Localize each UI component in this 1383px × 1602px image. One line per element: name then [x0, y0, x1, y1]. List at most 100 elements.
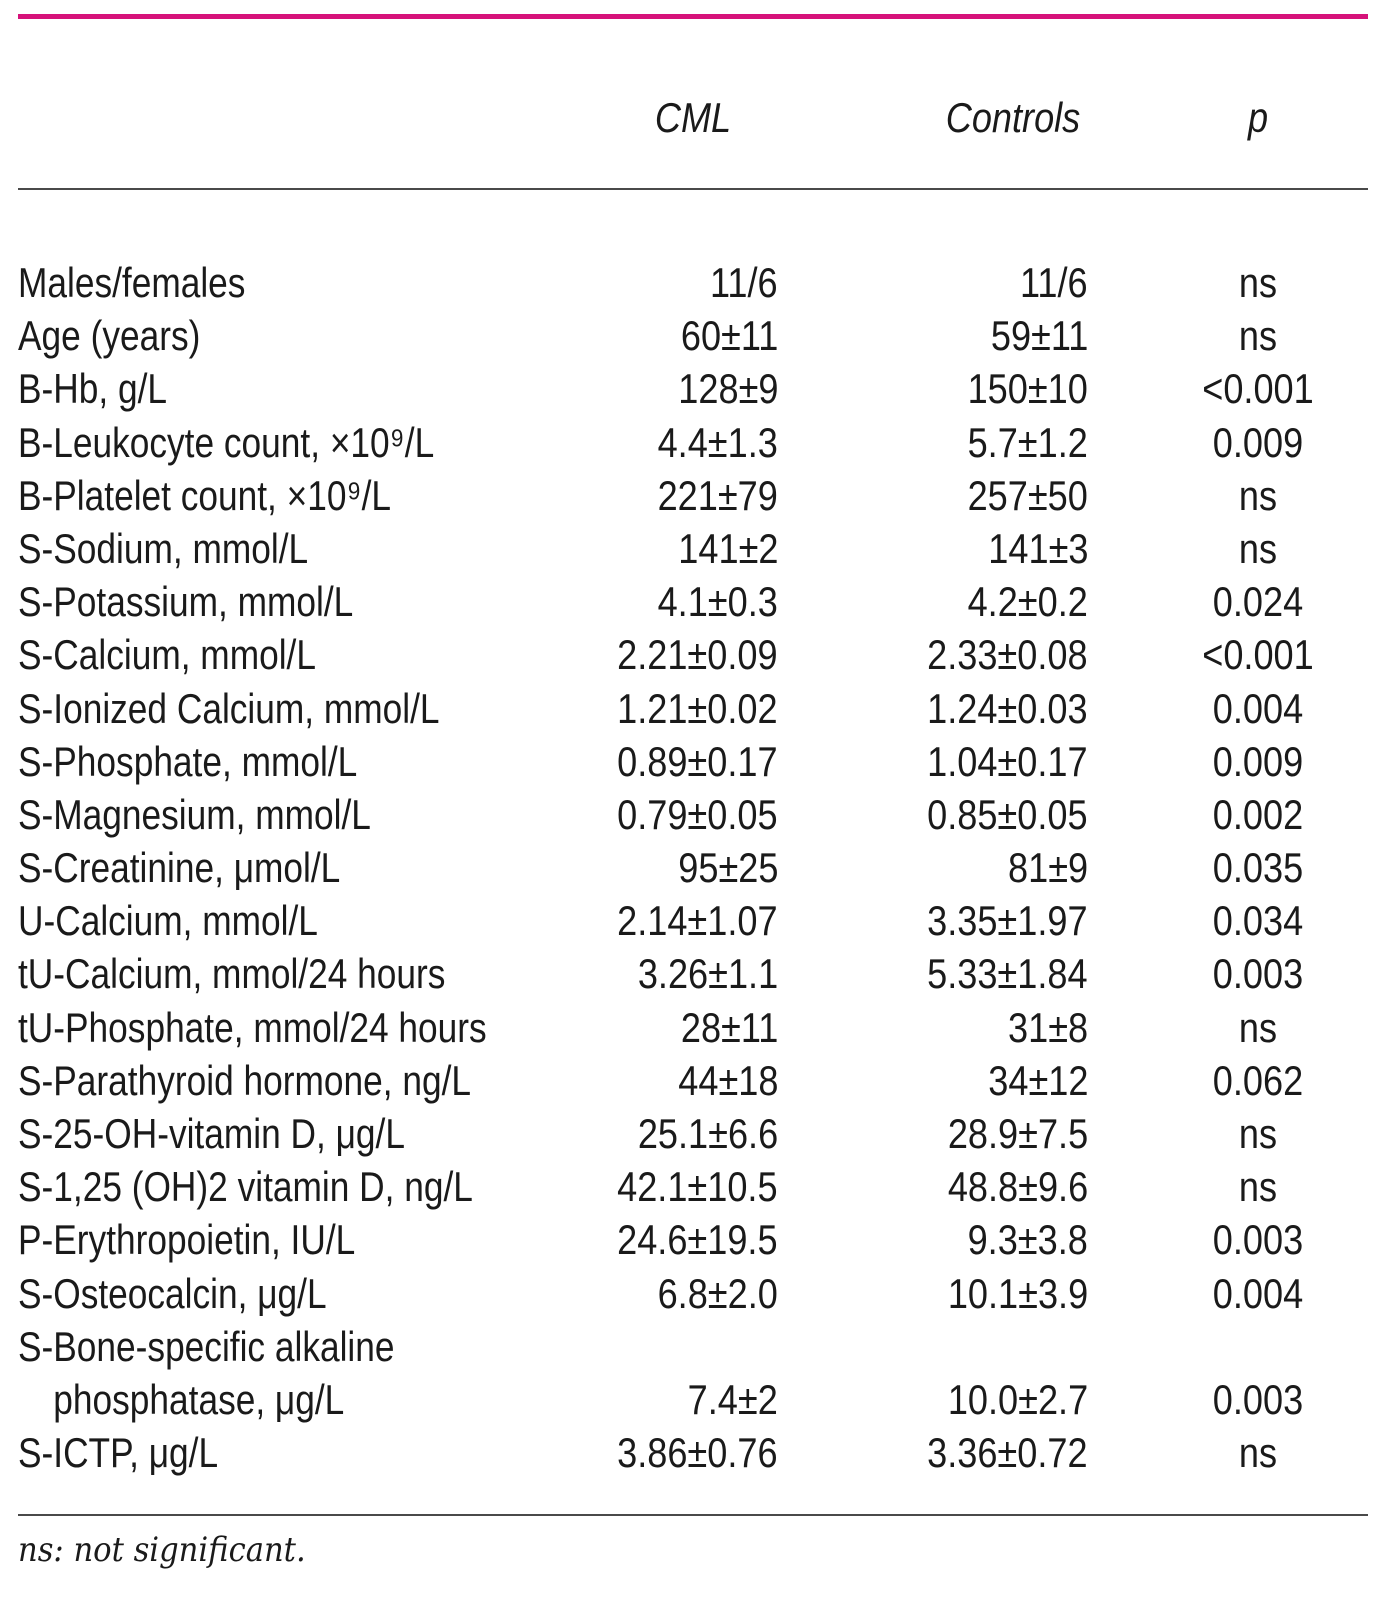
- header-p: p: [1247, 94, 1269, 141]
- table-row: Males/females 11/6 11/6 ns: [18, 256, 1368, 309]
- row-label-text: Age (years): [18, 312, 201, 360]
- cml-value: 2.14±1.07: [617, 897, 778, 945]
- table-body: Males/females 11/6 11/6 ns Age (years) 60±11 5…: [18, 256, 1368, 1479]
- cml-value: 3.86±0.76: [617, 1429, 778, 1477]
- row-label-text: S-Ionized Calcium, mmol/L: [18, 684, 440, 732]
- row-label: S-Calcium, mmol/L: [18, 628, 488, 681]
- p-value: ns: [1238, 1163, 1278, 1211]
- row-label: tU-Phosphate, mmol/24 hours: [18, 1001, 488, 1054]
- row-label: B-Leukocyte count, ×10⁹/L: [18, 416, 488, 469]
- p-value: 0.009: [1212, 418, 1304, 466]
- table-row: S-Potassium, mmol/L 4.1±0.3 4.2±0.2 0.024: [18, 575, 1368, 628]
- controls-value: 141±3: [987, 524, 1088, 572]
- row-label-text: B-Leukocyte count, ×10⁹/L: [18, 418, 435, 466]
- controls-value: 4.2±0.2: [967, 578, 1088, 626]
- table-row: B-Leukocyte count, ×10⁹/L 4.4±1.3 5.7±1.2 0…: [18, 416, 1368, 469]
- row-label-text: tU-Calcium, mmol/24 hours: [18, 950, 446, 998]
- p-value: 0.004: [1212, 684, 1304, 732]
- p-value: ns: [1238, 1110, 1278, 1157]
- controls-value: 59±11: [990, 312, 1088, 360]
- row-label-text: S-ICTP, μg/L: [18, 1429, 219, 1477]
- table-row: tU-Phosphate, mmol/24 hours 28±11 31±8 ns: [18, 1001, 1368, 1054]
- row-label-text: S-Calcium, mmol/L: [18, 631, 316, 679]
- row-label-text: S-Creatinine, μmol/L: [18, 844, 341, 892]
- row-label-text: S-Bone-specific alkaline: [18, 1322, 395, 1370]
- row-label-text: Males/females: [18, 259, 246, 306]
- row-label-text: S-1,25 (OH)2 vitamin D, ng/L: [18, 1163, 473, 1211]
- table-row: S-Osteocalcin, μg/L 6.8±2.0 10.1±3.9 0.004: [18, 1267, 1368, 1320]
- table-row: U-Calcium, mmol/L 2.14±1.07 3.35±1.97 0.034: [18, 894, 1368, 947]
- row-label-continuation: phosphatase, μg/L: [53, 1375, 345, 1423]
- cml-value: 28±11: [680, 1003, 778, 1051]
- table-row: S-Sodium, mmol/L 141±2 141±3 ns: [18, 522, 1368, 575]
- row-label: S-Osteocalcin, μg/L: [18, 1267, 488, 1320]
- cml-value: 141±2: [677, 524, 778, 572]
- table-header: CML Controls p: [18, 94, 1368, 154]
- row-label: U-Calcium, mmol/L: [18, 894, 488, 947]
- controls-value: 31±8: [1007, 1003, 1088, 1051]
- row-label-text: S-25-OH-vitamin D, μg/L: [18, 1110, 405, 1157]
- row-label: Males/females: [18, 256, 488, 309]
- cml-value: 4.4±1.3: [657, 418, 778, 466]
- table-row: S-ICTP, μg/L 3.86±0.76 3.36±0.72 ns: [18, 1426, 1368, 1479]
- table-row: S-Calcium, mmol/L 2.21±0.09 2.33±0.08 <0.00…: [18, 628, 1368, 681]
- table-row: S-Ionized Calcium, mmol/L 1.21±0.02 1.24±0…: [18, 682, 1368, 735]
- cml-value: 42.1±10.5: [617, 1163, 778, 1211]
- table-row: S-Bone-specific alkaline phosphatase, μg/…: [18, 1320, 1368, 1426]
- controls-value: 3.35±1.97: [927, 897, 1088, 945]
- cml-value: 4.1±0.3: [657, 578, 778, 626]
- table-row: S-Parathyroid hormone, ng/L 44±18 34±12 0.0…: [18, 1054, 1368, 1107]
- table-row: B-Hb, g/L 128±9 150±10 <0.001: [18, 362, 1368, 415]
- footnote: ns: not significant.: [18, 1530, 306, 1570]
- p-value: ns: [1238, 312, 1278, 360]
- table-row: Age (years) 60±11 59±11 ns: [18, 309, 1368, 362]
- p-value: 0.062: [1212, 1056, 1304, 1104]
- p-value: ns: [1238, 1003, 1278, 1051]
- controls-value: 28.9±7.5: [947, 1110, 1088, 1157]
- p-value: 0.004: [1212, 1269, 1304, 1317]
- cml-value: 44±18: [677, 1056, 778, 1104]
- row-label-text: B-Hb, g/L: [18, 365, 168, 413]
- row-label: S-Parathyroid hormone, ng/L: [18, 1054, 488, 1107]
- table-row: P-Erythropoietin, IU/L 24.6±19.5 9.3±3.8 0.…: [18, 1213, 1368, 1266]
- row-label-text: tU-Phosphate, mmol/24 hours: [18, 1003, 487, 1051]
- cml-value: 60±11: [680, 312, 778, 360]
- table-row: B-Platelet count, ×10⁹/L 221±79 257±50 ns: [18, 469, 1368, 522]
- row-label: S-ICTP, μg/L: [18, 1426, 488, 1479]
- controls-value: 3.36±0.72: [927, 1429, 1088, 1477]
- cml-value: 3.26±1.1: [637, 950, 778, 998]
- controls-value: 1.24±0.03: [927, 684, 1088, 732]
- row-label-text: S-Osteocalcin, μg/L: [18, 1269, 327, 1317]
- table-row: tU-Calcium, mmol/24 hours 3.26±1.1 5.33±1.…: [18, 947, 1368, 1000]
- row-label: B-Platelet count, ×10⁹/L: [18, 469, 488, 522]
- cml-value: 2.21±0.09: [617, 631, 778, 679]
- row-label: S-25-OH-vitamin D, μg/L: [18, 1107, 488, 1160]
- row-label-text: P-Erythropoietin, IU/L: [18, 1216, 356, 1264]
- row-label: S-Sodium, mmol/L: [18, 522, 488, 575]
- controls-value: 81±9: [1007, 844, 1088, 892]
- cml-value: 128±9: [677, 365, 778, 413]
- row-label-text: S-Potassium, mmol/L: [18, 578, 354, 626]
- row-label-text: S-Parathyroid hormone, ng/L: [18, 1056, 472, 1104]
- p-value: 0.003: [1212, 950, 1304, 998]
- controls-value: 48.8±9.6: [947, 1163, 1088, 1211]
- p-value: 0.035: [1212, 844, 1304, 892]
- controls-value: 257±50: [967, 471, 1088, 519]
- controls-value: 0.85±0.05: [927, 790, 1088, 838]
- p-value: 0.024: [1212, 578, 1304, 626]
- cml-value: 0.89±0.17: [617, 737, 778, 785]
- row-label-text: U-Calcium, mmol/L: [18, 897, 318, 945]
- p-value: ns: [1238, 471, 1278, 519]
- cml-value: 95±25: [677, 844, 778, 892]
- p-value: <0.001: [1202, 365, 1314, 413]
- p-value: ns: [1238, 524, 1278, 572]
- p-value: ns: [1238, 259, 1278, 306]
- controls-value: 1.04±0.17: [927, 737, 1088, 785]
- cml-value: 25.1±6.6: [637, 1110, 778, 1157]
- header-rule: [18, 188, 1368, 190]
- p-value: 0.002: [1212, 790, 1304, 838]
- cml-value: 24.6±19.5: [617, 1216, 778, 1264]
- table-row: S-25-OH-vitamin D, μg/L 25.1±6.6 28.9±7.5 n…: [18, 1107, 1368, 1160]
- row-label: P-Erythropoietin, IU/L: [18, 1213, 488, 1266]
- p-value: ns: [1238, 1429, 1278, 1477]
